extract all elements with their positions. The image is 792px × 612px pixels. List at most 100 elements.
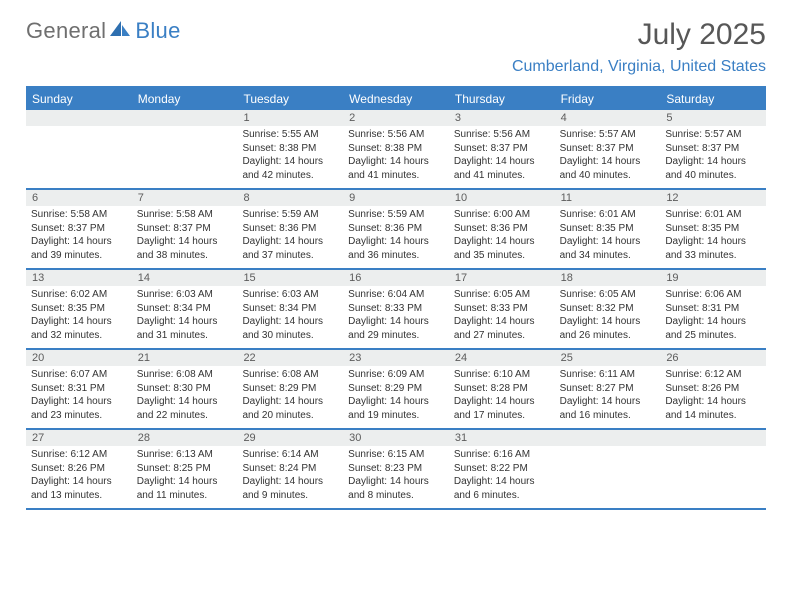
calendar-day-cell: 25Sunrise: 6:11 AMSunset: 8:27 PMDayligh… bbox=[555, 350, 661, 428]
day-details: Sunrise: 6:15 AMSunset: 8:23 PMDaylight:… bbox=[343, 446, 449, 508]
day-details: Sunrise: 6:03 AMSunset: 8:34 PMDaylight:… bbox=[237, 286, 343, 348]
day-details: Sunrise: 6:03 AMSunset: 8:34 PMDaylight:… bbox=[132, 286, 238, 348]
weekday-header-row: SundayMondayTuesdayWednesdayThursdayFrid… bbox=[26, 88, 766, 110]
day-number: 17 bbox=[449, 270, 555, 286]
weekday-header: Friday bbox=[555, 88, 661, 110]
calendar-day-cell: 1Sunrise: 5:55 AMSunset: 8:38 PMDaylight… bbox=[237, 110, 343, 188]
day-number: 24 bbox=[449, 350, 555, 366]
day-number bbox=[555, 430, 661, 446]
calendar-day-cell: 23Sunrise: 6:09 AMSunset: 8:29 PMDayligh… bbox=[343, 350, 449, 428]
calendar-day-cell: 22Sunrise: 6:08 AMSunset: 8:29 PMDayligh… bbox=[237, 350, 343, 428]
day-number: 14 bbox=[132, 270, 238, 286]
day-details: Sunrise: 5:57 AMSunset: 8:37 PMDaylight:… bbox=[660, 126, 766, 188]
day-number: 23 bbox=[343, 350, 449, 366]
day-details: Sunrise: 6:12 AMSunset: 8:26 PMDaylight:… bbox=[26, 446, 132, 508]
calendar-day-cell: 12Sunrise: 6:01 AMSunset: 8:35 PMDayligh… bbox=[660, 190, 766, 268]
calendar-day-cell: 10Sunrise: 6:00 AMSunset: 8:36 PMDayligh… bbox=[449, 190, 555, 268]
calendar-day-cell: 24Sunrise: 6:10 AMSunset: 8:28 PMDayligh… bbox=[449, 350, 555, 428]
day-number: 19 bbox=[660, 270, 766, 286]
calendar-day-cell: 18Sunrise: 6:05 AMSunset: 8:32 PMDayligh… bbox=[555, 270, 661, 348]
calendar-day-cell: 31Sunrise: 6:16 AMSunset: 8:22 PMDayligh… bbox=[449, 430, 555, 508]
day-number: 12 bbox=[660, 190, 766, 206]
calendar-day-cell: 27Sunrise: 6:12 AMSunset: 8:26 PMDayligh… bbox=[26, 430, 132, 508]
location-text: Cumberland, Virginia, United States bbox=[26, 58, 766, 76]
day-details: Sunrise: 5:58 AMSunset: 8:37 PMDaylight:… bbox=[132, 206, 238, 268]
weekday-header: Wednesday bbox=[343, 88, 449, 110]
calendar-week-row: 20Sunrise: 6:07 AMSunset: 8:31 PMDayligh… bbox=[26, 350, 766, 430]
day-details bbox=[132, 126, 238, 175]
day-number bbox=[132, 110, 238, 126]
day-details: Sunrise: 5:57 AMSunset: 8:37 PMDaylight:… bbox=[555, 126, 661, 188]
calendar-body: 1Sunrise: 5:55 AMSunset: 8:38 PMDaylight… bbox=[26, 110, 766, 510]
day-number: 1 bbox=[237, 110, 343, 126]
logo-text-general: General bbox=[26, 18, 106, 44]
calendar-day-cell bbox=[555, 430, 661, 508]
day-number: 25 bbox=[555, 350, 661, 366]
weekday-header: Monday bbox=[132, 88, 238, 110]
calendar-week-row: 27Sunrise: 6:12 AMSunset: 8:26 PMDayligh… bbox=[26, 430, 766, 510]
day-number: 5 bbox=[660, 110, 766, 126]
day-details: Sunrise: 5:58 AMSunset: 8:37 PMDaylight:… bbox=[26, 206, 132, 268]
calendar-day-cell: 30Sunrise: 6:15 AMSunset: 8:23 PMDayligh… bbox=[343, 430, 449, 508]
day-details: Sunrise: 5:59 AMSunset: 8:36 PMDaylight:… bbox=[237, 206, 343, 268]
calendar: SundayMondayTuesdayWednesdayThursdayFrid… bbox=[26, 86, 766, 510]
day-details: Sunrise: 6:12 AMSunset: 8:26 PMDaylight:… bbox=[660, 366, 766, 428]
weekday-header: Tuesday bbox=[237, 88, 343, 110]
calendar-day-cell: 13Sunrise: 6:02 AMSunset: 8:35 PMDayligh… bbox=[26, 270, 132, 348]
day-details: Sunrise: 6:08 AMSunset: 8:30 PMDaylight:… bbox=[132, 366, 238, 428]
day-number: 2 bbox=[343, 110, 449, 126]
calendar-day-cell: 9Sunrise: 5:59 AMSunset: 8:36 PMDaylight… bbox=[343, 190, 449, 268]
day-number: 26 bbox=[660, 350, 766, 366]
day-number: 30 bbox=[343, 430, 449, 446]
calendar-day-cell: 14Sunrise: 6:03 AMSunset: 8:34 PMDayligh… bbox=[132, 270, 238, 348]
day-number bbox=[660, 430, 766, 446]
day-details: Sunrise: 6:14 AMSunset: 8:24 PMDaylight:… bbox=[237, 446, 343, 508]
day-number: 15 bbox=[237, 270, 343, 286]
calendar-day-cell: 3Sunrise: 5:56 AMSunset: 8:37 PMDaylight… bbox=[449, 110, 555, 188]
day-number: 22 bbox=[237, 350, 343, 366]
day-number: 21 bbox=[132, 350, 238, 366]
day-details: Sunrise: 6:06 AMSunset: 8:31 PMDaylight:… bbox=[660, 286, 766, 348]
day-details: Sunrise: 6:00 AMSunset: 8:36 PMDaylight:… bbox=[449, 206, 555, 268]
logo: General Blue bbox=[26, 18, 181, 44]
day-details: Sunrise: 5:56 AMSunset: 8:37 PMDaylight:… bbox=[449, 126, 555, 188]
calendar-day-cell: 7Sunrise: 5:58 AMSunset: 8:37 PMDaylight… bbox=[132, 190, 238, 268]
day-number: 20 bbox=[26, 350, 132, 366]
calendar-day-cell: 2Sunrise: 5:56 AMSunset: 8:38 PMDaylight… bbox=[343, 110, 449, 188]
day-number: 29 bbox=[237, 430, 343, 446]
day-details: Sunrise: 6:07 AMSunset: 8:31 PMDaylight:… bbox=[26, 366, 132, 428]
calendar-day-cell: 5Sunrise: 5:57 AMSunset: 8:37 PMDaylight… bbox=[660, 110, 766, 188]
day-details: Sunrise: 6:09 AMSunset: 8:29 PMDaylight:… bbox=[343, 366, 449, 428]
day-details bbox=[26, 126, 132, 175]
day-number: 4 bbox=[555, 110, 661, 126]
day-number: 13 bbox=[26, 270, 132, 286]
page-title: July 2025 bbox=[638, 18, 766, 52]
day-number: 18 bbox=[555, 270, 661, 286]
day-number: 8 bbox=[237, 190, 343, 206]
logo-sail-icon bbox=[110, 20, 132, 43]
calendar-day-cell bbox=[26, 110, 132, 188]
day-details bbox=[555, 446, 661, 495]
day-number: 3 bbox=[449, 110, 555, 126]
calendar-day-cell: 11Sunrise: 6:01 AMSunset: 8:35 PMDayligh… bbox=[555, 190, 661, 268]
day-details: Sunrise: 5:55 AMSunset: 8:38 PMDaylight:… bbox=[237, 126, 343, 188]
calendar-day-cell: 28Sunrise: 6:13 AMSunset: 8:25 PMDayligh… bbox=[132, 430, 238, 508]
day-number: 6 bbox=[26, 190, 132, 206]
day-number: 31 bbox=[449, 430, 555, 446]
day-number: 7 bbox=[132, 190, 238, 206]
calendar-day-cell: 16Sunrise: 6:04 AMSunset: 8:33 PMDayligh… bbox=[343, 270, 449, 348]
day-details: Sunrise: 5:56 AMSunset: 8:38 PMDaylight:… bbox=[343, 126, 449, 188]
day-details: Sunrise: 6:16 AMSunset: 8:22 PMDaylight:… bbox=[449, 446, 555, 508]
day-details: Sunrise: 6:13 AMSunset: 8:25 PMDaylight:… bbox=[132, 446, 238, 508]
calendar-day-cell: 26Sunrise: 6:12 AMSunset: 8:26 PMDayligh… bbox=[660, 350, 766, 428]
day-number bbox=[26, 110, 132, 126]
day-details: Sunrise: 6:04 AMSunset: 8:33 PMDaylight:… bbox=[343, 286, 449, 348]
weekday-header: Thursday bbox=[449, 88, 555, 110]
day-number: 9 bbox=[343, 190, 449, 206]
calendar-day-cell: 19Sunrise: 6:06 AMSunset: 8:31 PMDayligh… bbox=[660, 270, 766, 348]
day-details: Sunrise: 6:11 AMSunset: 8:27 PMDaylight:… bbox=[555, 366, 661, 428]
calendar-day-cell: 8Sunrise: 5:59 AMSunset: 8:36 PMDaylight… bbox=[237, 190, 343, 268]
calendar-day-cell: 21Sunrise: 6:08 AMSunset: 8:30 PMDayligh… bbox=[132, 350, 238, 428]
day-details bbox=[660, 446, 766, 495]
logo-text-blue: Blue bbox=[135, 18, 180, 44]
